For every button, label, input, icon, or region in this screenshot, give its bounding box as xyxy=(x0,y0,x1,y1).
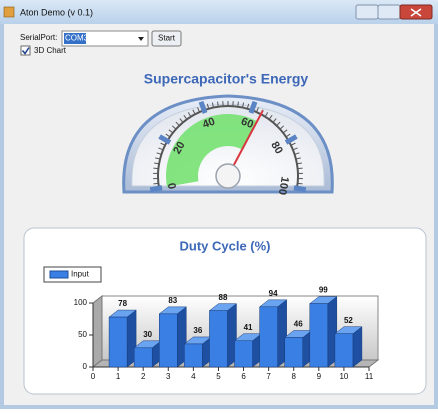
maximize-button[interactable] xyxy=(378,5,400,19)
legend-label: Input xyxy=(71,270,90,279)
bar xyxy=(109,317,127,367)
x-tick-label: 2 xyxy=(141,372,146,381)
bar xyxy=(260,307,278,367)
gauge-minor-tick xyxy=(218,102,219,107)
gauge-minor-tick xyxy=(238,102,239,107)
y-tick-label: 0 xyxy=(83,362,88,371)
bar xyxy=(209,311,227,367)
value-label: 41 xyxy=(244,323,253,332)
x-tick-label: 10 xyxy=(339,372,348,381)
gauge-hub xyxy=(216,164,240,188)
bar xyxy=(159,314,177,367)
value-label: 78 xyxy=(118,299,127,308)
x-tick-label: 0 xyxy=(91,372,96,381)
bar xyxy=(134,348,152,367)
x-tick-label: 4 xyxy=(191,372,196,381)
x-tick-label: 8 xyxy=(292,372,297,381)
gauge-minor-tick xyxy=(298,183,303,184)
value-label: 88 xyxy=(219,293,228,302)
x-tick-label: 3 xyxy=(166,372,171,381)
value-label: 30 xyxy=(143,330,152,339)
value-label: 83 xyxy=(168,296,177,305)
serial-label: SerialPort: xyxy=(20,33,57,42)
value-label: 36 xyxy=(193,326,202,335)
y-tick-label: 50 xyxy=(78,330,87,339)
value-label: 52 xyxy=(344,316,353,325)
left-wall xyxy=(93,296,102,367)
page: Aton Demo (v 0.1) SerialPort: COM3 Start… xyxy=(0,0,438,414)
y-tick-label: 100 xyxy=(74,298,88,307)
window-title: Aton Demo (v 0.1) xyxy=(20,7,93,17)
x-tick-label: 6 xyxy=(241,372,246,381)
gauge-major-tick xyxy=(294,188,306,190)
chart-title: Duty Cycle (%) xyxy=(179,238,270,253)
gauge-minor-tick xyxy=(298,168,303,169)
app-icon xyxy=(4,7,14,17)
bar xyxy=(235,341,253,367)
x-tick-label: 11 xyxy=(365,372,374,381)
bar xyxy=(184,344,202,367)
port-value: COM3 xyxy=(65,34,89,43)
value-label: 99 xyxy=(319,286,328,295)
legend-swatch xyxy=(50,271,68,278)
value-label: 94 xyxy=(269,289,278,298)
value-label: 46 xyxy=(294,320,303,329)
x-tick-label: 5 xyxy=(216,372,221,381)
app-window: Aton Demo (v 0.1) SerialPort: COM3 Start… xyxy=(0,0,438,409)
gauge-major-tick xyxy=(150,188,162,190)
minimize-button[interactable] xyxy=(356,5,378,19)
start-label: Start xyxy=(158,34,176,43)
x-tick-label: 9 xyxy=(317,372,322,381)
checkbox-label: 3D Chart xyxy=(34,46,67,55)
x-tick-label: 1 xyxy=(116,372,121,381)
x-tick-label: 7 xyxy=(266,372,271,381)
bar xyxy=(335,334,353,367)
gauge-minor-tick xyxy=(153,183,158,184)
gauge-title: Supercapacitor's Energy xyxy=(144,71,309,87)
gauge-minor-tick xyxy=(153,168,158,169)
bar xyxy=(285,338,303,367)
bar xyxy=(310,304,328,367)
